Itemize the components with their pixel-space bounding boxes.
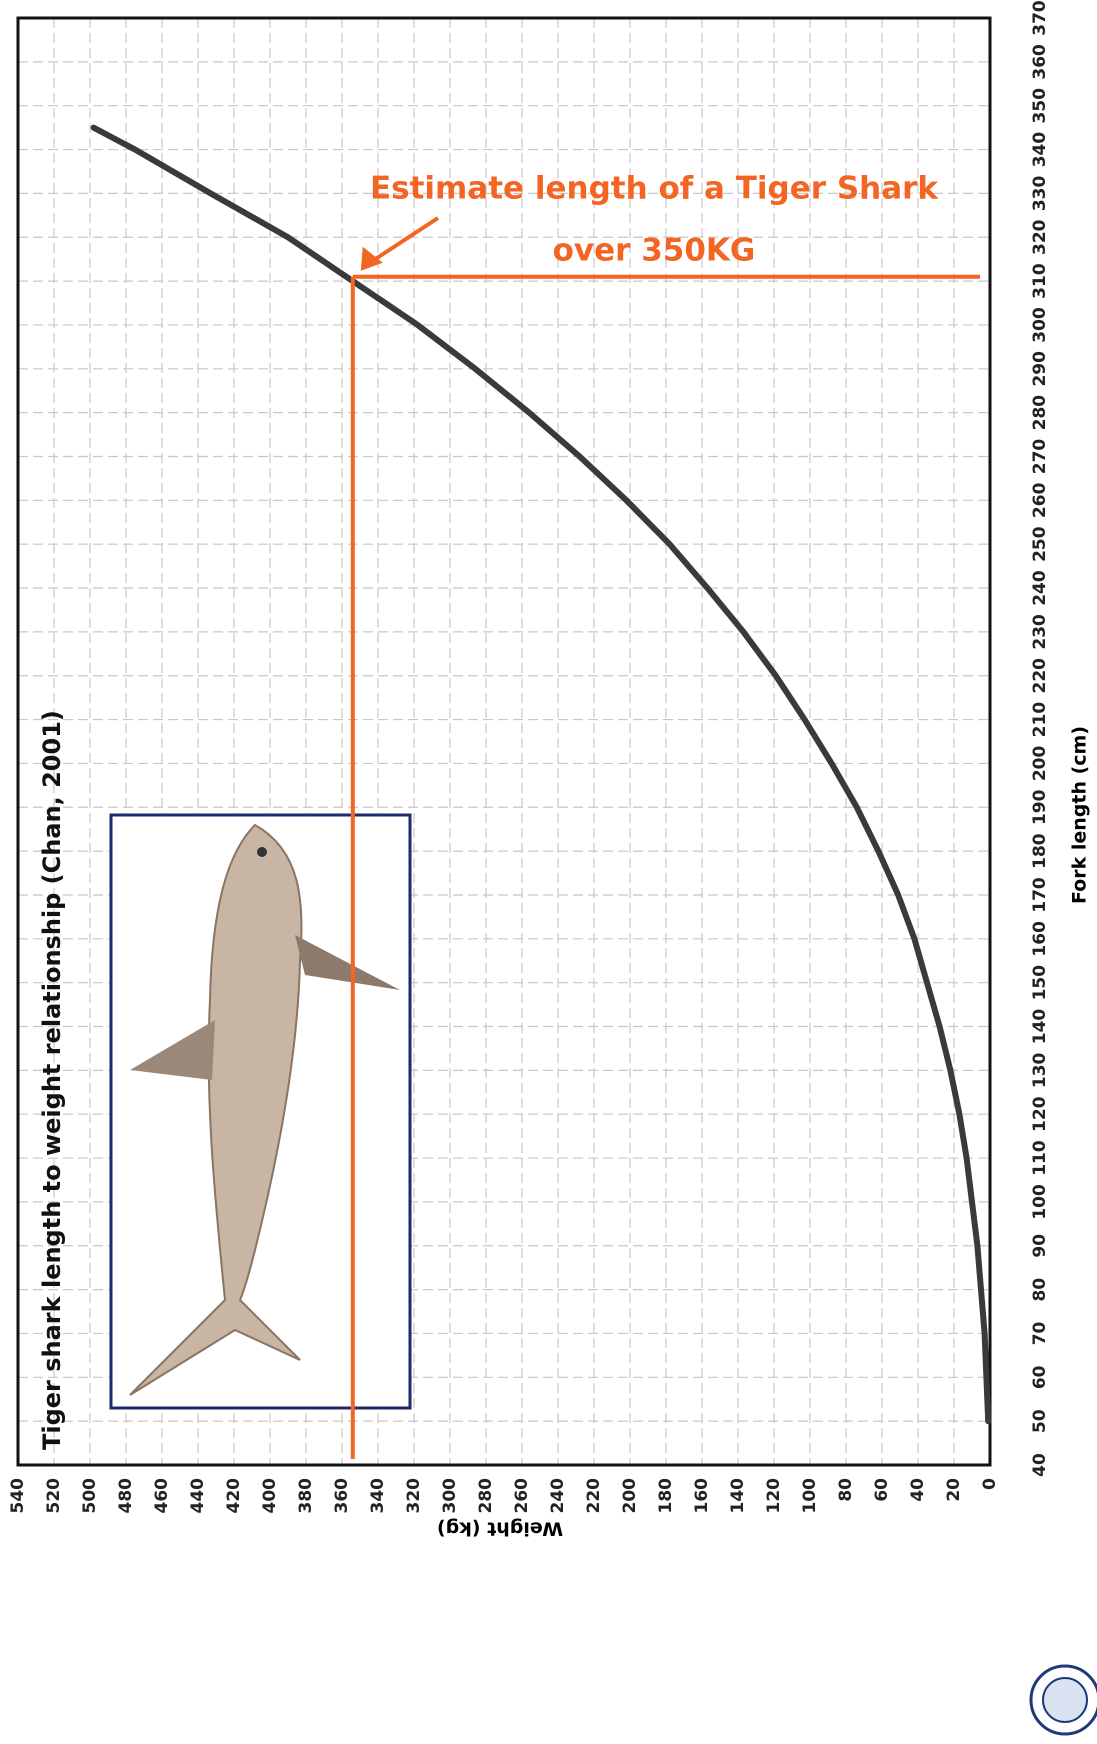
y-tick-label: 240 [548, 1478, 568, 1514]
y-tick-label: 420 [224, 1478, 244, 1514]
y-axis-title: Weight (kg) [437, 1518, 563, 1540]
y-tick-label: 80 [836, 1478, 856, 1502]
x-tick-label: 240 [1030, 570, 1050, 606]
y-tick-label: 220 [584, 1478, 604, 1514]
y-tick-label: 520 [44, 1478, 64, 1514]
x-tick-label: 140 [1030, 1009, 1050, 1045]
logo-inner [1042, 1677, 1088, 1723]
x-tick-label: 60 [1030, 1365, 1050, 1389]
y-tick-label: 60 [872, 1478, 892, 1502]
y-tick-label: 480 [116, 1478, 136, 1514]
x-tick-label: 310 [1030, 263, 1050, 299]
logo [1029, 1664, 1097, 1736]
x-tick-label: 280 [1030, 395, 1050, 431]
y-tick-label: 400 [260, 1478, 280, 1514]
x-tick-label: 150 [1030, 965, 1050, 1001]
x-tick-label: 70 [1030, 1321, 1050, 1345]
x-tick-label: 340 [1030, 132, 1050, 168]
annotation-text: over 350KG [553, 233, 756, 269]
y-tick-label: 20 [944, 1478, 964, 1502]
x-tick-label: 170 [1030, 877, 1050, 913]
y-tick-label: 200 [620, 1478, 640, 1514]
plot-frame [16, 16, 992, 1467]
x-tick-label: 260 [1030, 482, 1050, 518]
x-tick-label: 270 [1030, 439, 1050, 475]
x-tick-label: 130 [1030, 1052, 1050, 1088]
y-tick-label: 380 [296, 1478, 316, 1514]
x-tick-label: 120 [1030, 1096, 1050, 1132]
x-tick-label: 230 [1030, 614, 1050, 650]
x-tick-label: 290 [1030, 351, 1050, 387]
annotation-arrow [365, 216, 440, 267]
x-tick-label: 180 [1030, 833, 1050, 869]
x-tick-label: 360 [1030, 44, 1050, 80]
shark-eye [257, 847, 267, 857]
y-tick-label: 340 [368, 1478, 388, 1514]
x-tick-label: 200 [1030, 746, 1050, 782]
y-tick-label: 440 [188, 1478, 208, 1514]
x-tick-label: 90 [1030, 1234, 1050, 1258]
x-tick-label: 300 [1030, 307, 1050, 343]
y-tick-label: 0 [980, 1478, 1000, 1490]
y-tick-label: 180 [656, 1478, 676, 1514]
y-tick-label: 300 [440, 1478, 460, 1514]
chart-title: Tiger shark length to weight relationshi… [38, 710, 66, 1450]
y-tick-label: 140 [728, 1478, 748, 1514]
x-tick-label: 40 [1030, 1453, 1050, 1477]
y-tick-label: 360 [332, 1478, 352, 1514]
inset-shark [109, 813, 412, 1410]
y-tick-label: 40 [908, 1478, 928, 1502]
y-tick-label: 540 [8, 1478, 28, 1514]
curve [90, 124, 992, 1425]
x-tick-label: 330 [1030, 175, 1050, 211]
y-tick-label: 160 [692, 1478, 712, 1514]
x-tick-label: 50 [1030, 1409, 1050, 1433]
annotation-arrowhead [360, 246, 383, 271]
x-tick-label: 210 [1030, 702, 1050, 738]
x-axis-title: Fork length (cm) [1069, 726, 1091, 904]
x-tick-label: 350 [1030, 88, 1050, 124]
shark-fin [295, 935, 400, 990]
y-tick-label: 500 [80, 1478, 100, 1514]
y-tick-label: 320 [404, 1478, 424, 1514]
x-tick-label: 320 [1030, 219, 1050, 255]
y-tick-label: 280 [476, 1478, 496, 1514]
y-tick-label: 100 [800, 1478, 820, 1514]
x-tick-label: 160 [1030, 921, 1050, 957]
y-tick-label: 120 [764, 1478, 784, 1514]
x-tick-label: 110 [1030, 1140, 1050, 1176]
x-tick-label: 100 [1030, 1184, 1050, 1220]
x-tick-label: 370 [1030, 0, 1050, 36]
x-tick-label: 220 [1030, 658, 1050, 694]
annotation-text: Estimate length of a Tiger Shark [370, 171, 939, 207]
y-tick-label: 460 [152, 1478, 172, 1514]
y-tick-label: 260 [512, 1478, 532, 1514]
x-tick-label: 250 [1030, 526, 1050, 562]
x-tick-label: 190 [1030, 789, 1050, 825]
shark-fin [130, 1020, 215, 1080]
x-tick-label: 80 [1030, 1278, 1050, 1302]
shark-body [129, 823, 303, 1396]
